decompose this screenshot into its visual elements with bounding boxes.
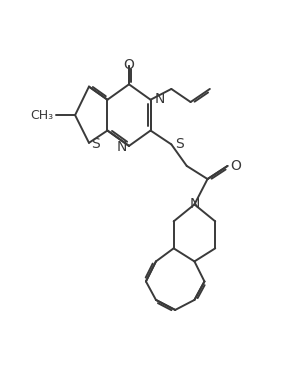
Text: S: S xyxy=(91,137,100,151)
Text: S: S xyxy=(175,137,184,151)
Text: O: O xyxy=(230,159,241,173)
Text: CH₃: CH₃ xyxy=(30,108,54,122)
Text: N: N xyxy=(189,197,200,211)
Text: O: O xyxy=(124,58,134,72)
Text: N: N xyxy=(116,140,127,154)
Text: N: N xyxy=(154,92,165,106)
